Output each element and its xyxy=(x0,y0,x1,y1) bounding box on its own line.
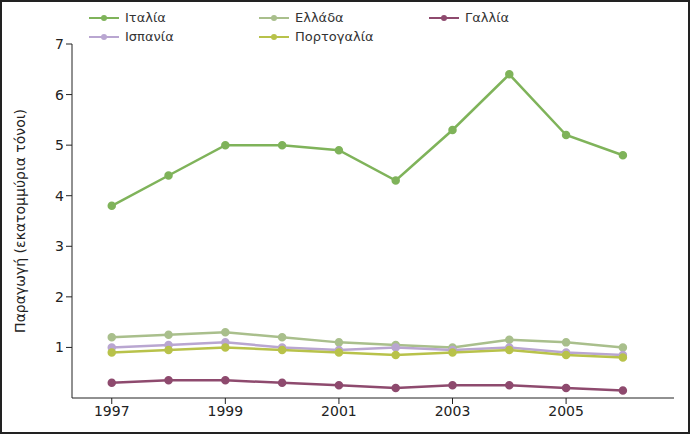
html-text:Πορτογαλία: Πορτογαλία xyxy=(295,29,374,44)
svg-text:4: 4 xyxy=(55,188,64,204)
html-text:Ισπανία: Ισπανία xyxy=(125,29,174,44)
html-text:Ιταλία: Ιταλία xyxy=(125,10,166,25)
svg-text:2005: 2005 xyxy=(548,403,584,419)
svg-text:3: 3 xyxy=(55,238,64,254)
svg-text:6: 6 xyxy=(55,87,64,103)
html-text:Γαλλία: Γαλλία xyxy=(465,10,510,25)
svg-text:1999: 1999 xyxy=(208,403,244,419)
svg-text:5: 5 xyxy=(55,137,64,153)
svg-text:1997: 1997 xyxy=(94,403,130,419)
html-text:Ελλάδα: Ελλάδα xyxy=(295,10,344,25)
svg-text:7: 7 xyxy=(55,36,64,52)
svg-text:Παραγωγή (εκατομμύρια τόνοι): Παραγωγή (εκατομμύρια τόνοι) xyxy=(12,109,28,333)
svg-text:2001: 2001 xyxy=(321,403,357,419)
svg-text:2003: 2003 xyxy=(435,403,471,419)
svg-text:1: 1 xyxy=(55,339,64,355)
svg-text:2: 2 xyxy=(55,289,64,305)
